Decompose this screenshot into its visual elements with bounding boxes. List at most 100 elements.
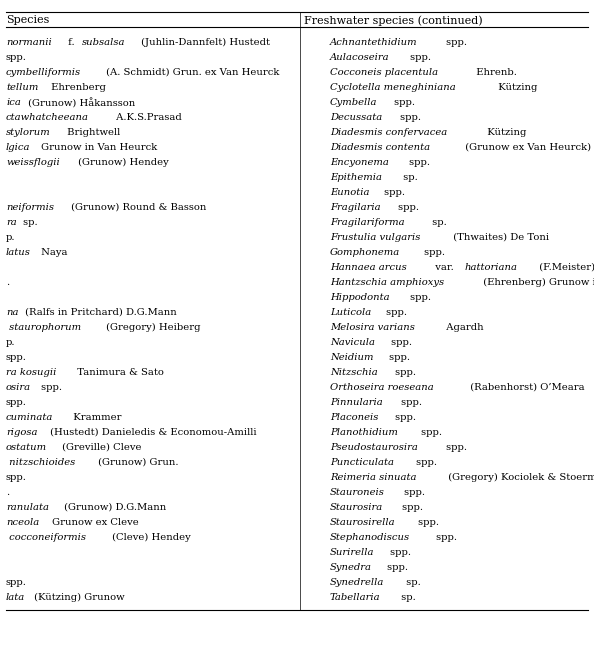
Text: ctawhatcheeana: ctawhatcheeana bbox=[6, 113, 89, 122]
Text: stylorum: stylorum bbox=[6, 128, 50, 137]
Text: (Juhlin-Dannfelt) Hustedt: (Juhlin-Dannfelt) Hustedt bbox=[138, 38, 270, 47]
Text: (Grunow) Håkansson: (Grunow) Håkansson bbox=[25, 98, 135, 109]
Text: cuminata: cuminata bbox=[6, 413, 53, 422]
Text: spp.: spp. bbox=[443, 443, 467, 452]
Text: p.: p. bbox=[6, 233, 15, 242]
Text: Placoneis: Placoneis bbox=[330, 413, 378, 422]
Text: (Hustedt) Danieledis & Economou-Amilli: (Hustedt) Danieledis & Economou-Amilli bbox=[47, 428, 256, 437]
Text: Hantzschia amphioxys: Hantzschia amphioxys bbox=[330, 278, 444, 287]
Text: Tabellaria: Tabellaria bbox=[330, 593, 381, 602]
Text: Luticola: Luticola bbox=[330, 308, 371, 317]
Text: spp.: spp. bbox=[397, 113, 421, 122]
Text: (Grunow) Hendey: (Grunow) Hendey bbox=[75, 158, 169, 167]
Text: sp.: sp. bbox=[396, 593, 416, 602]
Text: Cyclotella meneghiniana: Cyclotella meneghiniana bbox=[330, 83, 456, 92]
Text: Staurosira: Staurosira bbox=[330, 503, 383, 512]
Text: spp.: spp. bbox=[6, 578, 27, 587]
Text: (Cleve) Hendey: (Cleve) Hendey bbox=[109, 533, 191, 542]
Text: spp.: spp. bbox=[388, 338, 412, 347]
Text: Frustulia vulgaris: Frustulia vulgaris bbox=[330, 233, 421, 242]
Text: subsalsa: subsalsa bbox=[81, 38, 125, 47]
Text: p.: p. bbox=[6, 338, 15, 347]
Text: spp.: spp. bbox=[381, 188, 405, 197]
Text: Krammer: Krammer bbox=[67, 413, 122, 422]
Text: cocconeiformis: cocconeiformis bbox=[6, 533, 86, 542]
Text: Grunow in Van Heurck: Grunow in Van Heurck bbox=[37, 143, 157, 152]
Text: neiformis: neiformis bbox=[6, 203, 54, 212]
Text: Orthoseira roeseana: Orthoseira roeseana bbox=[330, 383, 434, 392]
Text: Navicula: Navicula bbox=[330, 338, 375, 347]
Text: spp.: spp. bbox=[401, 488, 425, 497]
Text: spp.: spp. bbox=[407, 293, 431, 302]
Text: Kützing: Kützing bbox=[492, 83, 538, 92]
Text: Grunow ex Cleve: Grunow ex Cleve bbox=[49, 518, 138, 527]
Text: (Rabenhorst) O’Meara: (Rabenhorst) O’Meara bbox=[464, 383, 584, 392]
Text: Pseudostaurosira: Pseudostaurosira bbox=[330, 443, 418, 452]
Text: hattoriana: hattoriana bbox=[465, 263, 518, 272]
Text: spp.: spp. bbox=[391, 368, 416, 377]
Text: Hippodonta: Hippodonta bbox=[330, 293, 390, 302]
Text: spp.: spp. bbox=[6, 398, 27, 407]
Text: (Thwaites) De Toni: (Thwaites) De Toni bbox=[447, 233, 549, 242]
Text: (Grunow) Grun.: (Grunow) Grun. bbox=[96, 458, 179, 467]
Text: Puncticulata: Puncticulata bbox=[330, 458, 394, 467]
Text: Pinnularia: Pinnularia bbox=[330, 398, 383, 407]
Text: (Grunow) D.G.Mann: (Grunow) D.G.Mann bbox=[62, 503, 167, 512]
Text: spp.: spp. bbox=[413, 458, 437, 467]
Text: ra kosugii: ra kosugii bbox=[6, 368, 56, 377]
Text: ostatum: ostatum bbox=[6, 443, 47, 452]
Text: Neidium: Neidium bbox=[330, 353, 374, 362]
Text: spp.: spp. bbox=[434, 533, 457, 542]
Text: osira: osira bbox=[6, 383, 31, 392]
Text: A.K.S.Prasad: A.K.S.Prasad bbox=[113, 113, 182, 122]
Text: spp.: spp. bbox=[407, 53, 431, 62]
Text: f.: f. bbox=[65, 38, 78, 47]
Text: spp.: spp. bbox=[418, 428, 441, 437]
Text: lata: lata bbox=[6, 593, 26, 602]
Text: Species: Species bbox=[6, 15, 49, 25]
Text: Aulacoseira: Aulacoseira bbox=[330, 53, 390, 62]
Text: tellum: tellum bbox=[6, 83, 39, 92]
Text: ranulata: ranulata bbox=[6, 503, 49, 512]
Text: var.: var. bbox=[429, 263, 457, 272]
Text: (Grunow ex Van Heurck) D.G. Mann: (Grunow ex Van Heurck) D.G. Mann bbox=[459, 143, 594, 152]
Text: staurophorum: staurophorum bbox=[6, 323, 81, 332]
Text: Melosira varians: Melosira varians bbox=[330, 323, 415, 332]
Text: Stephanodiscus: Stephanodiscus bbox=[330, 533, 410, 542]
Text: ica: ica bbox=[6, 98, 21, 107]
Text: spp.: spp. bbox=[415, 518, 439, 527]
Text: spp.: spp. bbox=[443, 38, 467, 47]
Text: Nitzschia: Nitzschia bbox=[330, 368, 378, 377]
Text: (Greville) Cleve: (Greville) Cleve bbox=[59, 443, 141, 452]
Text: spp.: spp. bbox=[387, 548, 412, 557]
Text: Kützing: Kützing bbox=[481, 128, 527, 137]
Text: Hannaea arcus: Hannaea arcus bbox=[330, 263, 407, 272]
Text: .: . bbox=[6, 488, 9, 497]
Text: Ehrenb.: Ehrenb. bbox=[469, 68, 516, 77]
Text: spp.: spp. bbox=[386, 353, 410, 362]
Text: Tanimura & Sato: Tanimura & Sato bbox=[71, 368, 164, 377]
Text: .: . bbox=[6, 278, 9, 287]
Text: spp.: spp. bbox=[6, 353, 27, 362]
Text: spp.: spp. bbox=[393, 413, 416, 422]
Text: sp.: sp. bbox=[400, 578, 421, 587]
Text: Synedrella: Synedrella bbox=[330, 578, 384, 587]
Text: nceola: nceola bbox=[6, 518, 39, 527]
Text: Brightwell: Brightwell bbox=[64, 128, 120, 137]
Text: Cymbella: Cymbella bbox=[330, 98, 378, 107]
Text: latus: latus bbox=[6, 248, 31, 257]
Text: Synedra: Synedra bbox=[330, 563, 372, 572]
Text: spp.: spp. bbox=[396, 203, 419, 212]
Text: (F.Meister) Ohtsuka: (F.Meister) Ohtsuka bbox=[533, 263, 594, 272]
Text: (Ehrenberg) Grunow in Cleve et Gru: (Ehrenberg) Grunow in Cleve et Gru bbox=[477, 278, 594, 287]
Text: Eunotia: Eunotia bbox=[330, 188, 369, 197]
Text: weissflogii: weissflogii bbox=[6, 158, 60, 167]
Text: cymbelliformis: cymbelliformis bbox=[6, 68, 81, 77]
Text: lgica: lgica bbox=[6, 143, 30, 152]
Text: spp.: spp. bbox=[399, 503, 423, 512]
Text: (Gregory) Kociolek & Stoermer: (Gregory) Kociolek & Stoermer bbox=[441, 473, 594, 482]
Text: nitzschioides: nitzschioides bbox=[6, 458, 75, 467]
Text: ra: ra bbox=[6, 218, 17, 227]
Text: spp.: spp. bbox=[406, 158, 430, 167]
Text: Fragilaria: Fragilaria bbox=[330, 203, 381, 212]
